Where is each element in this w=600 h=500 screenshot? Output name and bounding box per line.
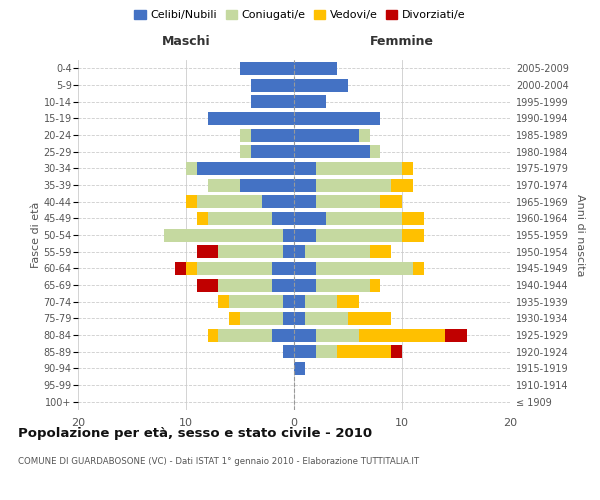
Bar (294, 212, 326, 225)
Bar (229, 312, 240, 325)
Bar (316, 162, 402, 175)
Bar (240, 312, 283, 325)
Bar (251, 95, 294, 108)
Bar (294, 112, 380, 125)
Bar (337, 295, 359, 308)
Bar (186, 195, 197, 208)
Bar (186, 262, 197, 275)
Bar (370, 278, 380, 291)
Bar (294, 295, 305, 308)
Bar (218, 245, 283, 258)
Bar (359, 128, 370, 141)
Text: COMUNE DI GUARDABOSONE (VC) - Dati ISTAT 1° gennaio 2010 - Elaborazione TUTTITAL: COMUNE DI GUARDABOSONE (VC) - Dati ISTAT… (18, 458, 419, 466)
Bar (337, 345, 391, 358)
Bar (164, 228, 283, 241)
Bar (294, 245, 305, 258)
Bar (316, 195, 380, 208)
Bar (380, 195, 402, 208)
Legend: Celibi/Nubili, Coniugati/e, Vedovi/e, Divorziati/e: Celibi/Nubili, Coniugati/e, Vedovi/e, Di… (130, 6, 470, 25)
Bar (197, 212, 208, 225)
Bar (294, 312, 305, 325)
Bar (218, 295, 229, 308)
Bar (413, 262, 424, 275)
Text: Femmine: Femmine (370, 34, 434, 48)
Bar (262, 195, 294, 208)
Bar (370, 245, 391, 258)
Bar (197, 278, 218, 291)
Bar (294, 345, 316, 358)
Bar (294, 328, 316, 342)
Bar (272, 278, 294, 291)
Bar (208, 212, 272, 225)
Bar (294, 162, 316, 175)
Bar (197, 245, 218, 258)
Bar (316, 228, 402, 241)
Bar (197, 262, 272, 275)
Bar (305, 295, 337, 308)
Bar (272, 212, 294, 225)
Bar (240, 178, 294, 192)
Bar (186, 162, 197, 175)
Bar (294, 128, 359, 141)
Text: Maschi: Maschi (161, 34, 211, 48)
Bar (370, 145, 380, 158)
Bar (445, 328, 467, 342)
Bar (208, 328, 218, 342)
Bar (240, 62, 294, 75)
Bar (294, 362, 305, 375)
Bar (305, 312, 348, 325)
Bar (218, 328, 272, 342)
Y-axis label: Anni di nascita: Anni di nascita (575, 194, 584, 276)
Bar (294, 145, 370, 158)
Bar (175, 262, 186, 275)
Bar (316, 345, 337, 358)
Bar (402, 228, 424, 241)
Bar (240, 128, 251, 141)
Bar (208, 178, 240, 192)
Y-axis label: Fasce di età: Fasce di età (31, 202, 41, 268)
Bar (294, 95, 326, 108)
Bar (391, 345, 402, 358)
Bar (391, 178, 413, 192)
Bar (197, 162, 294, 175)
Bar (294, 78, 348, 92)
Bar (208, 112, 294, 125)
Bar (283, 228, 294, 241)
Bar (294, 195, 316, 208)
Bar (359, 328, 445, 342)
Bar (294, 178, 316, 192)
Bar (305, 245, 370, 258)
Bar (229, 295, 283, 308)
Bar (316, 328, 359, 342)
Bar (283, 245, 294, 258)
Bar (272, 328, 294, 342)
Bar (272, 262, 294, 275)
Bar (218, 278, 272, 291)
Bar (283, 295, 294, 308)
Bar (294, 278, 316, 291)
Bar (283, 312, 294, 325)
Bar (294, 228, 316, 241)
Bar (251, 78, 294, 92)
Bar (197, 195, 262, 208)
Bar (326, 212, 402, 225)
Text: Popolazione per età, sesso e stato civile - 2010: Popolazione per età, sesso e stato civil… (18, 428, 372, 440)
Bar (348, 312, 391, 325)
Bar (402, 212, 424, 225)
Bar (251, 128, 294, 141)
Bar (316, 262, 413, 275)
Bar (294, 262, 316, 275)
Bar (402, 162, 413, 175)
Bar (251, 145, 294, 158)
Bar (316, 278, 370, 291)
Bar (283, 345, 294, 358)
Bar (316, 178, 391, 192)
Bar (240, 145, 251, 158)
Bar (294, 62, 337, 75)
